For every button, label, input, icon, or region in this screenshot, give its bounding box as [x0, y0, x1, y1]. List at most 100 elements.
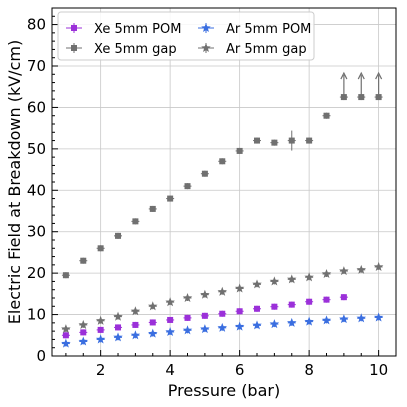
legend-entry: Ar 5mm POM	[198, 22, 311, 37]
data-point	[61, 338, 71, 348]
x-tick-label: 2	[96, 361, 106, 379]
y-tick-label: 70	[27, 57, 46, 75]
series-1	[61, 294, 348, 339]
data-point	[217, 286, 228, 296]
data-point	[271, 303, 278, 310]
data-point	[356, 264, 367, 274]
legend-marker	[71, 25, 77, 31]
x-tick-label: 10	[369, 361, 388, 379]
x-axis-title: Pressure (bar)	[168, 381, 280, 400]
data-point	[148, 328, 158, 338]
data-point	[113, 332, 123, 342]
data-point	[306, 298, 313, 305]
data-point	[62, 272, 69, 279]
y-tick-label: 0	[36, 347, 46, 365]
data-point	[182, 293, 193, 303]
data-point	[340, 294, 347, 301]
data-point	[182, 325, 193, 335]
data-point	[217, 322, 228, 332]
y-tick-label: 80	[27, 16, 46, 34]
legend-label: Xe 5mm POM	[94, 22, 181, 37]
data-point	[184, 183, 191, 190]
legend-entry: Xe 5mm POM	[66, 22, 181, 37]
data-point	[304, 272, 314, 282]
lower-limit-arrow-head	[340, 71, 348, 80]
data-point	[78, 336, 89, 346]
data-point	[132, 218, 139, 225]
data-point	[130, 306, 141, 316]
data-point	[149, 319, 156, 326]
x-tick-label: 4	[165, 361, 175, 379]
series-2	[61, 71, 383, 279]
legend-label: Ar 5mm gap	[226, 42, 307, 57]
data-point	[167, 195, 174, 202]
data-point	[165, 326, 175, 337]
data-point	[373, 312, 384, 322]
data-point	[321, 315, 332, 325]
data-point	[201, 312, 208, 319]
data-point	[321, 268, 332, 279]
data-point	[339, 314, 349, 324]
data-point	[323, 296, 330, 303]
data-point	[219, 158, 226, 165]
data-point	[115, 324, 122, 331]
data-point	[62, 332, 69, 339]
data-point	[95, 315, 106, 325]
x-tick-label: 6	[235, 361, 245, 379]
data-point	[356, 313, 367, 323]
axis-ticks: 2 4 6 8 10 0 10 20 30 40 50 60 70 80	[27, 16, 388, 379]
legend-marker	[71, 45, 77, 51]
data-point	[165, 297, 175, 307]
data-point	[149, 205, 156, 212]
series-4	[61, 261, 384, 334]
legend-entry: Ar 5mm gap	[198, 42, 307, 57]
data-point	[340, 94, 347, 101]
lower-limit-arrow-head	[357, 71, 365, 80]
data-point	[80, 257, 87, 264]
y-tick-label: 60	[27, 98, 46, 116]
data-point	[271, 139, 278, 146]
data-point	[287, 274, 297, 284]
data-point	[184, 314, 191, 321]
y-tick-label: 20	[27, 264, 46, 282]
y-tick-label: 50	[27, 140, 46, 158]
plot-frame	[51, 7, 397, 357]
legend-marker	[201, 23, 211, 33]
series-3	[61, 312, 384, 348]
data-point	[61, 324, 71, 334]
data-point	[132, 321, 139, 328]
legend-label: Ar 5mm POM	[226, 22, 311, 37]
data-point	[269, 319, 280, 329]
data-point	[306, 137, 313, 144]
data-point	[234, 321, 245, 331]
data-point	[252, 279, 262, 289]
data-point	[80, 329, 87, 336]
y-axis-title: Electric Field at Breakdown (kV/cm)	[5, 40, 24, 324]
data-point	[236, 308, 243, 315]
data-point	[97, 245, 104, 252]
data-point	[200, 324, 210, 334]
legend: Xe 5mm POM Ar 5mm POM Xe 5mm gap Ar 5mm gap	[57, 11, 315, 61]
legend-entry: Xe 5mm gap	[66, 42, 177, 57]
data-point	[95, 334, 106, 344]
data-point	[113, 311, 123, 321]
data-point	[219, 310, 226, 317]
lower-limit-arrow-head	[375, 71, 383, 80]
data-point	[201, 170, 208, 177]
data-point	[148, 301, 158, 311]
data-point	[234, 283, 245, 293]
data-point	[97, 326, 104, 333]
data-point	[373, 261, 384, 271]
data-point	[339, 266, 349, 276]
data-point	[115, 232, 122, 239]
data-point	[167, 316, 174, 323]
data-point	[236, 147, 243, 154]
data-point	[254, 137, 261, 144]
data-point	[288, 301, 295, 308]
legend-marker	[201, 43, 211, 53]
data-point	[269, 276, 280, 286]
data-point	[200, 289, 210, 299]
y-tick-label: 30	[27, 223, 46, 241]
